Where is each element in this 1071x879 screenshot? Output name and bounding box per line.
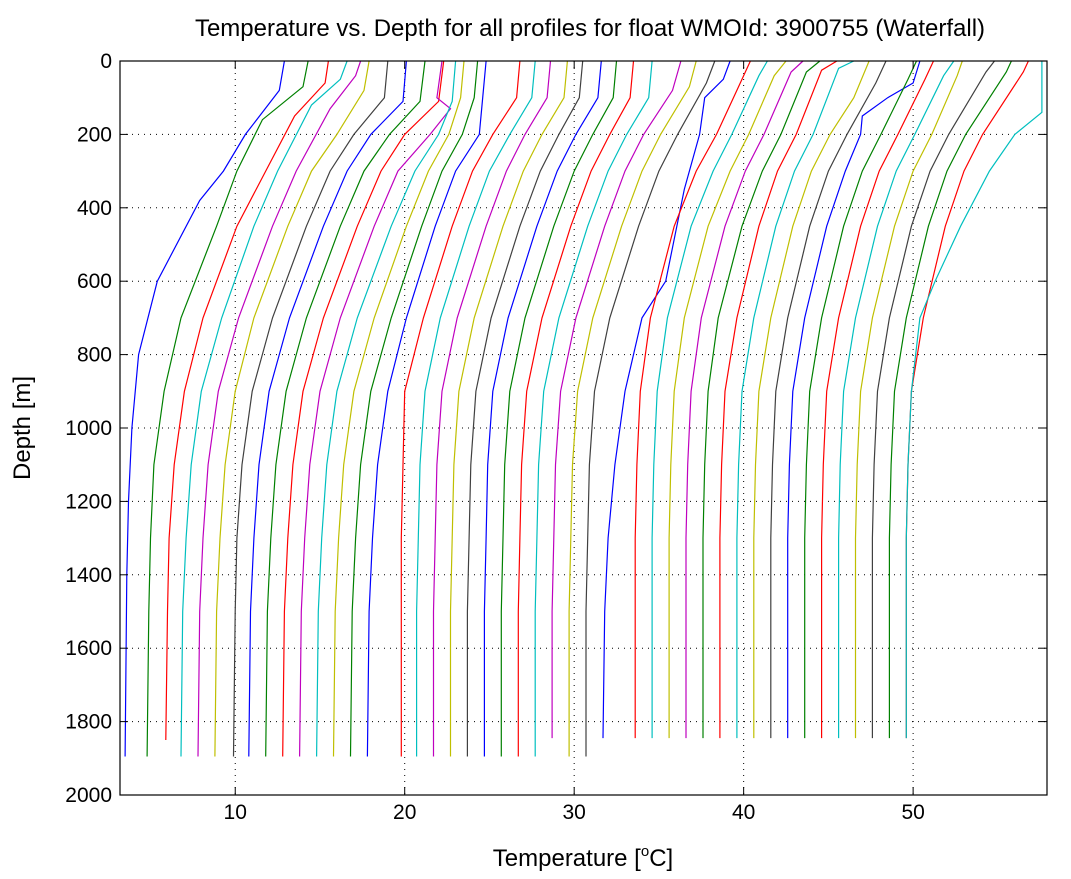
profile-line-38 [787, 60, 921, 739]
profile-line-35 [736, 60, 855, 739]
profile-line-22 [500, 60, 618, 757]
profile-line-30 [651, 60, 768, 739]
profile-line-40 [820, 60, 935, 739]
profile-line-5 [197, 60, 362, 757]
y-tick-label: 2000 [65, 784, 112, 807]
y-tick-label: 1000 [65, 417, 112, 440]
profile-line-31 [668, 60, 787, 739]
x-tick-label: 50 [901, 801, 924, 824]
profile-line-43 [871, 60, 995, 739]
profile-line-41 [837, 60, 955, 739]
profile-line-10 [282, 60, 445, 757]
plot-area [124, 60, 1043, 757]
profile-line-28 [602, 60, 731, 739]
x-axis-label-text: Temperature [ [493, 845, 641, 872]
x-tick-label: 10 [224, 801, 247, 824]
profile-line-11 [299, 60, 452, 757]
profile-line-13 [332, 60, 465, 757]
y-tick-label: 400 [77, 197, 112, 220]
profile-line-4 [180, 60, 348, 757]
y-tick-label: 800 [77, 344, 112, 367]
profile-line-18 [432, 60, 552, 757]
y-tick-label: 0 [100, 50, 112, 73]
profile-line-33 [702, 60, 821, 739]
y-tick-label: 1600 [65, 637, 112, 660]
profile-line-34 [719, 60, 838, 739]
y-tick-label: 1400 [65, 564, 112, 587]
y-tick-label: 1800 [65, 711, 112, 734]
profile-line-16 [400, 60, 521, 757]
profile-line-46 [905, 61, 1043, 739]
y-axis-label: Depth [m] [9, 376, 36, 480]
profile-line-44 [888, 60, 1012, 739]
x-axis-label-unit: C] [649, 845, 673, 872]
profile-line-37 [770, 60, 887, 739]
profile-line-21 [483, 60, 602, 757]
x-tick-label: 20 [393, 801, 416, 824]
profile-line-24 [534, 60, 653, 757]
x-tick-label: 40 [732, 801, 755, 824]
profile-line-20 [466, 60, 584, 757]
axis-ticks: 10 20 30 40 50 0 200 400 600 800 1000 1200 1400 1600 1… [65, 50, 1047, 824]
profile-line-26 [568, 60, 697, 757]
y-tick-label: 200 [77, 123, 112, 146]
axes-frame [119, 60, 1048, 796]
profile-line-3 [165, 60, 329, 741]
profile-line-29 [634, 60, 751, 739]
y-tick-label: 600 [77, 270, 112, 293]
profile-line-9 [265, 60, 426, 757]
profile-line-14 [349, 60, 479, 757]
chart-title: Temperature vs. Depth for all profiles f… [195, 15, 985, 42]
profile-line-7 [232, 60, 389, 757]
x-axis-label: Temperature [oC] [493, 843, 673, 872]
profile-line-8 [248, 60, 407, 757]
profile-line-17 [416, 60, 536, 757]
profile-line-12 [316, 60, 457, 757]
profile-line-27 [585, 60, 716, 757]
profile-line-2 [146, 60, 309, 757]
profile-line-25 [551, 60, 682, 739]
x-axis-label-degree: o [641, 843, 649, 860]
profile-line-39 [804, 60, 918, 739]
profile-line-15 [366, 60, 487, 757]
profile-line-6 [214, 60, 370, 757]
gridlines [120, 61, 1047, 795]
y-tick-label: 1200 [65, 490, 112, 513]
profile-line-45 [905, 60, 1029, 739]
profile-line-32 [685, 60, 804, 739]
profile-line-19 [449, 60, 568, 757]
profile-line-1 [124, 60, 285, 757]
profile-line-23 [517, 60, 635, 757]
profile-line-42 [854, 60, 963, 739]
x-tick-label: 30 [562, 801, 585, 824]
profile-line-36 [753, 60, 870, 739]
